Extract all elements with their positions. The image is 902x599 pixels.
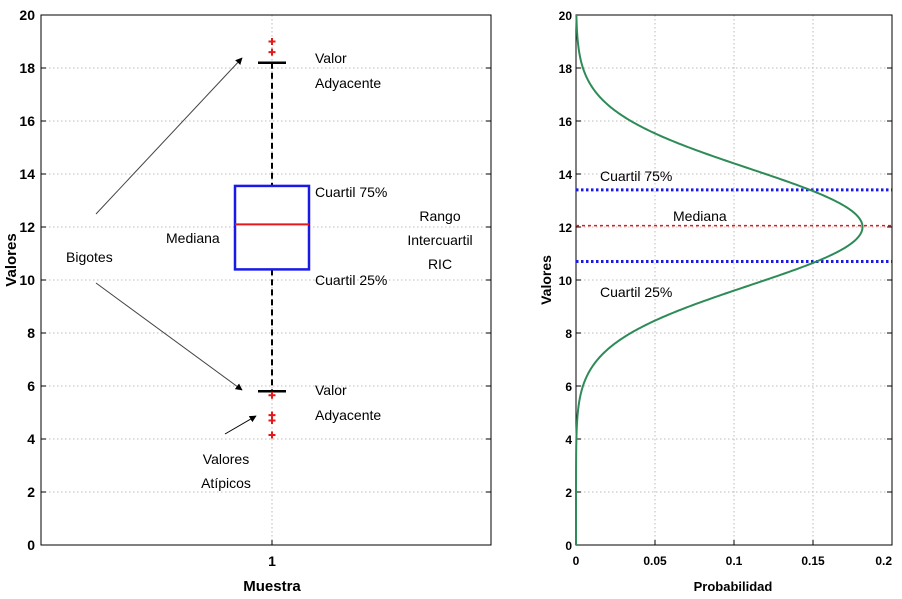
density-y-tick-label: 14 bbox=[559, 168, 573, 182]
density-x-tick-label: 0 bbox=[573, 554, 580, 568]
outlier-point bbox=[268, 416, 276, 424]
density-y-tick-label: 20 bbox=[559, 9, 573, 23]
density-y-tick-label: 0 bbox=[565, 539, 572, 553]
boxplot-y-tick-label: 12 bbox=[19, 219, 35, 235]
boxplot-y-tick-label: 6 bbox=[27, 378, 35, 394]
density-label-mediana: Mediana bbox=[673, 208, 727, 224]
density-y-tick-label: 6 bbox=[565, 380, 572, 394]
annotation-atipicos-2: Atípicos bbox=[201, 475, 251, 491]
outlier-point bbox=[268, 38, 276, 45]
density-y-tick-label: 18 bbox=[559, 62, 573, 76]
density-chart: 0 2 4 6 8 10 12 14 16 18 20 0 0.05 0.1 0.15 0.2 Probab… bbox=[538, 9, 893, 594]
arrow-bigotes-upper bbox=[95, 57, 243, 215]
density-grid bbox=[576, 15, 892, 545]
density-y-tick-label: 4 bbox=[565, 433, 572, 447]
density-y-tick-label: 2 bbox=[565, 486, 572, 500]
boxplot-y-tick-label: 4 bbox=[27, 431, 35, 447]
boxplot-y-tick-label: 0 bbox=[27, 537, 35, 553]
boxplot-y-tick-label: 18 bbox=[19, 60, 35, 76]
density-y-tick-label: 12 bbox=[559, 221, 573, 235]
boxplot-y-tick-label: 14 bbox=[19, 166, 35, 182]
density-x-tick-label: 0.2 bbox=[875, 554, 892, 568]
density-y-tick-label: 10 bbox=[559, 274, 573, 288]
density-x-axis-label: Probabilidad bbox=[694, 579, 773, 594]
annotation-rango-3: RIC bbox=[428, 256, 452, 272]
outlier-point bbox=[268, 391, 276, 399]
annotation-bigotes: Bigotes bbox=[66, 249, 113, 265]
boxplot-y-tick-label: 16 bbox=[19, 113, 35, 129]
annotation-cuartil-75: Cuartil 75% bbox=[315, 184, 387, 200]
boxplot-y-ticks: 0 2 4 6 8 10 12 14 16 18 20 bbox=[19, 7, 491, 553]
annotation-rango-1: Rango bbox=[419, 208, 460, 224]
density-y-axis-label: Valores bbox=[538, 255, 554, 305]
arrow-atipicos bbox=[224, 415, 257, 435]
annotation-atipicos-1: Valores bbox=[203, 451, 249, 467]
annotation-mediana: Mediana bbox=[166, 230, 220, 246]
density-curve bbox=[575, 14, 864, 545]
boxplot-y-tick-label: 10 bbox=[19, 272, 35, 288]
density-x-tick-label: 0.15 bbox=[801, 554, 825, 568]
annotation-valor-lower-1: Valor bbox=[315, 382, 347, 398]
annotation-valor-upper-2: Adyacente bbox=[315, 75, 381, 91]
density-label-cuartil-25: Cuartil 25% bbox=[600, 284, 672, 300]
annotation-cuartil-25: Cuartil 25% bbox=[315, 272, 387, 288]
boxplot-x-tick-label: 1 bbox=[268, 553, 276, 569]
arrow-bigotes-lower bbox=[95, 282, 243, 391]
annotation-valor-lower-2: Adyacente bbox=[315, 407, 381, 423]
annotation-valor-upper-1: Valor bbox=[315, 50, 347, 66]
density-x-tick-label: 0.1 bbox=[726, 554, 743, 568]
boxplot-y-tick-label: 8 bbox=[27, 325, 35, 341]
density-x-tick-label: 0.05 bbox=[643, 554, 667, 568]
density-y-tick-label: 16 bbox=[559, 115, 573, 129]
outlier-point bbox=[268, 48, 276, 56]
density-reference-lines bbox=[576, 188, 892, 263]
boxplot-y-tick-label: 20 bbox=[19, 7, 35, 23]
interquartile-box bbox=[233, 184, 311, 271]
density-x-ticks: 0 0.05 0.1 0.15 0.2 bbox=[573, 540, 893, 568]
boxplot-y-tick-label: 2 bbox=[27, 484, 35, 500]
boxplot-marks bbox=[233, 38, 311, 439]
density-y-tick-label: 8 bbox=[565, 327, 572, 341]
boxplot-grid bbox=[41, 15, 491, 545]
outlier-point bbox=[268, 431, 276, 439]
annotation-rango-2: Intercuartil bbox=[407, 232, 472, 248]
boxplot-chart: 0 2 4 6 8 10 12 14 16 18 20 1 Muestra Valores Valo… bbox=[3, 7, 492, 595]
boxplot-y-axis-label: Valores bbox=[3, 233, 20, 286]
density-y-ticks: 0 2 4 6 8 10 12 14 16 18 20 bbox=[559, 9, 892, 553]
boxplot-x-axis-label: Muestra bbox=[243, 578, 301, 594]
density-label-cuartil-75: Cuartil 75% bbox=[600, 168, 672, 184]
